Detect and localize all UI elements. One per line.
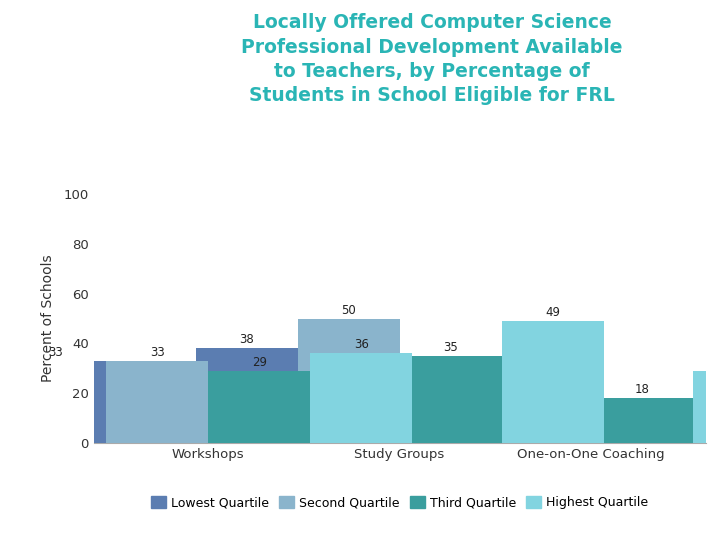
Text: 22: 22	[431, 373, 446, 386]
Bar	[208, 371, 310, 443]
Text: 33: 33	[48, 346, 63, 359]
Text: 49: 49	[545, 306, 560, 319]
Bar	[489, 359, 591, 443]
Bar	[297, 319, 400, 443]
Legend: Lowest Quartile, Second Quartile, Third Quartile, Highest Quartile: Lowest Quartile, Second Quartile, Third …	[146, 491, 653, 514]
Text: 36: 36	[354, 339, 369, 352]
Bar	[502, 321, 603, 443]
Bar	[196, 348, 297, 443]
Text: 50: 50	[341, 303, 356, 316]
Text: Locally Offered Computer Science
Professional Development Available
to Teachers,: Locally Offered Computer Science Profess…	[241, 14, 623, 105]
Bar	[400, 356, 502, 443]
Text: 18: 18	[634, 383, 649, 396]
Bar	[310, 353, 413, 443]
Text: 34: 34	[532, 343, 547, 356]
Bar	[693, 371, 720, 443]
Text: 29: 29	[252, 356, 267, 369]
Bar	[4, 361, 107, 443]
Bar	[387, 388, 489, 443]
Text: 38: 38	[239, 333, 254, 347]
Y-axis label: Percent of Schools: Percent of Schools	[41, 255, 55, 382]
Bar	[591, 398, 693, 443]
Bar	[107, 361, 208, 443]
Text: 35: 35	[444, 341, 458, 354]
Text: 33: 33	[150, 346, 165, 359]
